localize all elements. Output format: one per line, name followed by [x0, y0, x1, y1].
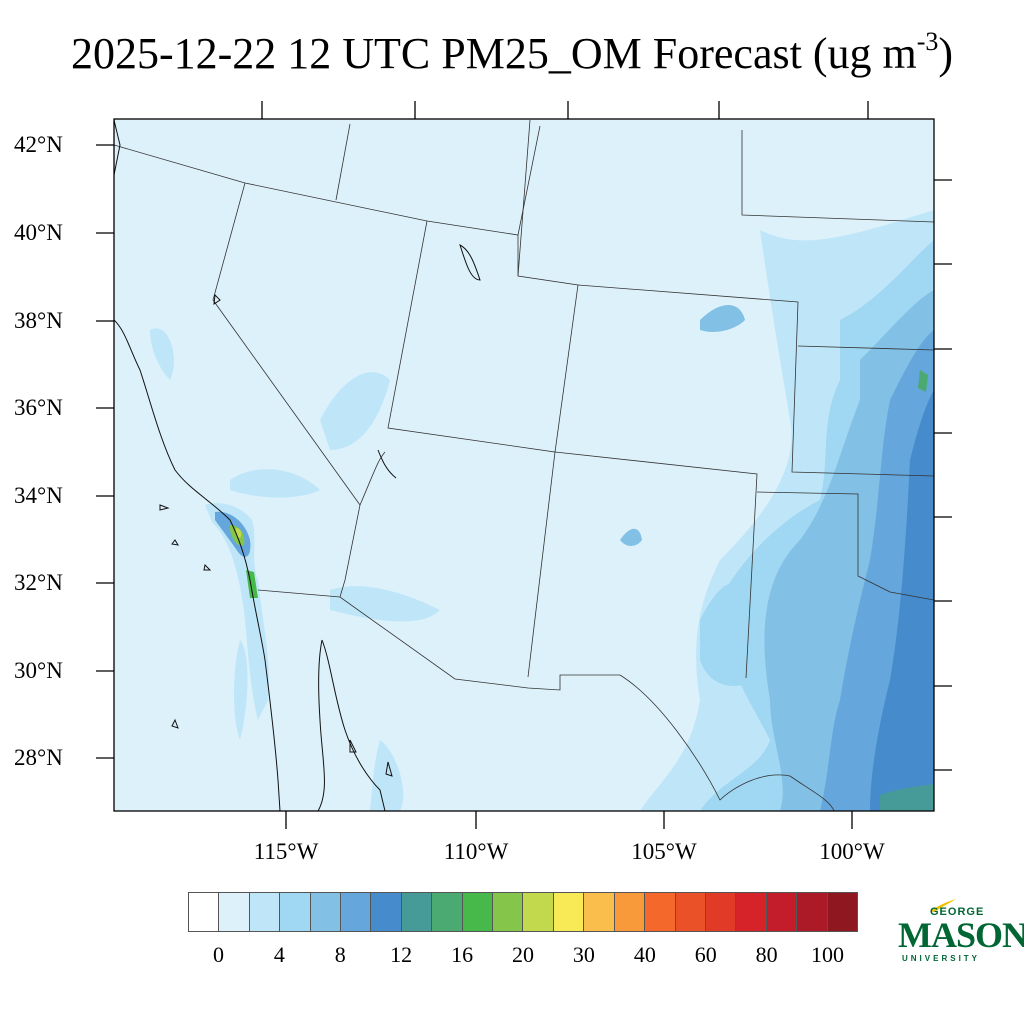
- field-texas-patch: [700, 582, 752, 686]
- colorbar-tick-label: 80: [755, 942, 778, 967]
- field-patch-nv: [320, 372, 390, 450]
- colorbar-tick-label: 4: [273, 942, 285, 967]
- lat-label-32: 32°N: [14, 570, 63, 595]
- field-band-12: [870, 390, 934, 811]
- colorbar-tick-label: 20: [512, 942, 534, 967]
- field-patch-ca-central: [150, 328, 174, 380]
- colorbar-tick-label: 12: [390, 942, 413, 967]
- colorbar-swatch: [280, 893, 311, 931]
- title-close: ): [938, 29, 954, 78]
- colorbar-swatch: [189, 893, 220, 931]
- lat-label-28: 28°N: [14, 745, 63, 770]
- colorbar-swatch: [614, 893, 646, 931]
- field-patch-gulf: [370, 740, 404, 811]
- map-frame: [113, 118, 935, 812]
- colorbar: [188, 892, 858, 932]
- pm25-field: [114, 119, 934, 811]
- logo-mason: MASON: [898, 915, 1024, 955]
- field-patch-mojave: [230, 469, 320, 498]
- colorbar-tick-label: 60: [694, 942, 717, 967]
- lon-ticks: [285, 811, 853, 829]
- colorbar-swatch: [584, 893, 615, 931]
- field-patch-az-south: [330, 586, 440, 622]
- top-ticks: [261, 101, 869, 119]
- field-patch-abq: [620, 528, 642, 546]
- coastlines: [114, 119, 481, 811]
- chart-title: 2025-12-22 12 UTC PM25_OM Forecast (ug m…: [0, 22, 1024, 86]
- logo-swoosh-icon: [930, 899, 956, 912]
- colorbar-tick-label: 8: [334, 942, 346, 967]
- colorbar-tick-label: 30: [572, 942, 595, 967]
- gmu-logo: GEORGE MASON UNIVERSITY: [898, 898, 1024, 970]
- colorbar-swatch: [493, 893, 524, 931]
- field-patch-denver: [700, 305, 745, 332]
- colorbar-swatch: [736, 893, 767, 931]
- colorbar-swatch: [797, 893, 828, 931]
- lon-label-115w: 115°W: [253, 839, 319, 864]
- logo-university: UNIVERSITY: [902, 954, 981, 963]
- logo-george: GEORGE: [930, 906, 985, 918]
- field-hotspot-east: [918, 370, 928, 392]
- colorbar-tick-label: 40: [633, 942, 656, 967]
- lat-label-40: 40°N: [14, 220, 63, 245]
- lon-label-110w: 110°W: [443, 839, 509, 864]
- lat-label-42: 42°N: [14, 132, 63, 157]
- colorbar-tick-label: 0: [212, 942, 224, 967]
- lon-label-100w: 100°W: [819, 839, 885, 864]
- colorbar-swatch: [371, 893, 402, 931]
- right-ticks: [934, 179, 952, 771]
- colorbar-tick-label: 100: [811, 942, 845, 967]
- colorbar-swatch: [645, 893, 676, 931]
- title-superscript: -3: [916, 27, 939, 56]
- field-patch-baja: [234, 640, 248, 740]
- lat-label-36: 36°N: [14, 395, 63, 420]
- lon-label-105w: 105°W: [631, 839, 697, 864]
- colorbar-swatch: [553, 893, 585, 931]
- colorbar-swatch: [310, 893, 342, 931]
- colorbar-swatch: [219, 893, 250, 931]
- colorbar-swatch: [827, 893, 857, 931]
- colorbar-swatch: [341, 893, 372, 931]
- colorbar-swatch: [249, 893, 281, 931]
- lat-label-30: 30°N: [14, 658, 63, 683]
- colorbar-swatch: [401, 893, 433, 931]
- colorbar-swatch: [705, 893, 737, 931]
- lat-label-38: 38°N: [14, 308, 63, 333]
- lat-ticks: [96, 144, 114, 759]
- field-socal-plume: [205, 503, 269, 720]
- title-main: 2025-12-22 12 UTC PM25_OM Forecast (ug m: [70, 29, 917, 78]
- boundaries: [114, 119, 934, 811]
- field-hotspot-southeast: [880, 784, 934, 811]
- colorbar-swatch: [462, 893, 494, 931]
- colorbar-swatch: [675, 893, 706, 931]
- lat-label-34: 34°N: [14, 483, 63, 508]
- colorbar-swatch: [432, 893, 463, 931]
- colorbar-swatch: [523, 893, 554, 931]
- colorbar-tick-label: 16: [451, 942, 474, 967]
- colorbar-swatch: [766, 893, 798, 931]
